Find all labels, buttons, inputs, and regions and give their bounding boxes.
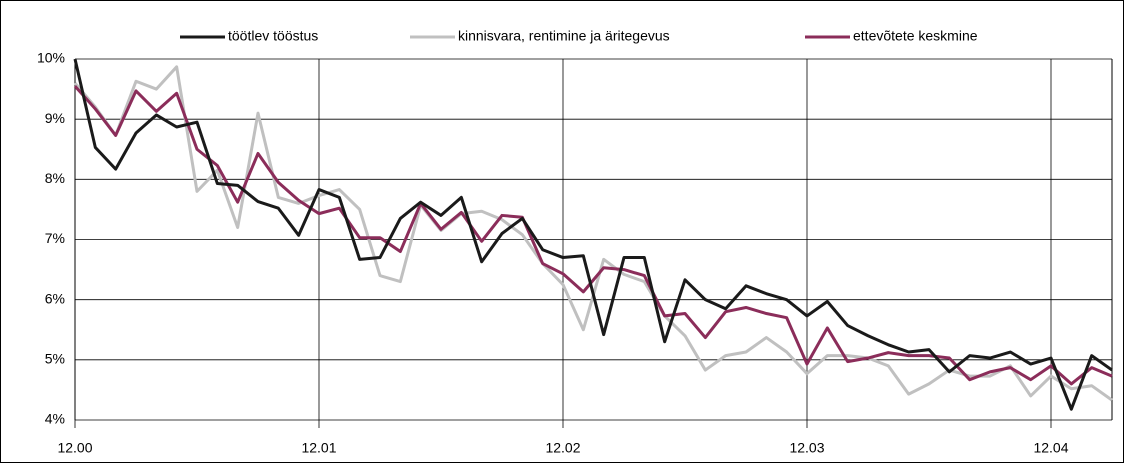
x-tick-label: 12.01 [301, 440, 336, 456]
y-tick-label: 6% [45, 290, 65, 306]
series-line [73, 85, 1113, 386]
x-tick-label: 12.03 [789, 440, 824, 456]
x-tick-label: 12.00 [57, 440, 92, 456]
y-tick-label: 9% [45, 110, 65, 126]
y-tick-label: 4% [45, 411, 65, 427]
legend-label: ettevõtete keskmine [853, 28, 978, 44]
legend-label: töötlev tööstus [228, 28, 318, 44]
y-tick-label: 8% [45, 170, 65, 186]
x-tick-label: 12.02 [545, 440, 580, 456]
y-tick-label: 5% [45, 351, 65, 367]
series-line [73, 58, 1113, 411]
y-tick-label: 10% [37, 50, 65, 66]
series-line [73, 65, 1113, 402]
x-tick-label: 12.04 [1033, 440, 1068, 456]
y-tick-label: 7% [45, 230, 65, 246]
legend-label: kinnisvara, rentimine ja äritegevus [458, 28, 670, 44]
